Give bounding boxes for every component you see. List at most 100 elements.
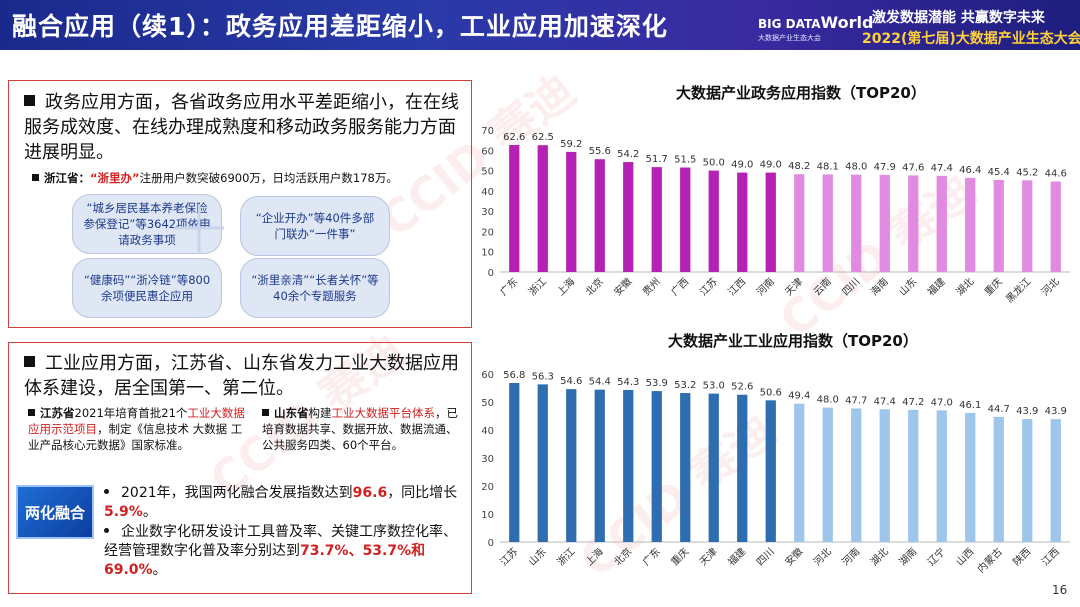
bar-value-label: 48.1	[817, 161, 839, 172]
bar-value-label: 53.2	[674, 380, 696, 391]
category-label: 重庆	[982, 275, 1005, 298]
y-tick-label: 60	[481, 370, 494, 381]
bar	[851, 408, 862, 542]
square-bullet-icon	[28, 409, 35, 416]
y-tick-label: 60	[481, 146, 494, 157]
y-tick-label: 30	[481, 207, 494, 218]
category-label: 湖北	[954, 276, 977, 299]
category-label: 上海	[554, 275, 577, 298]
category-label: 湖南	[896, 545, 919, 568]
jiangsu-highlight: 工业大数据应用示范项目	[28, 406, 245, 436]
b1-growth: 5.9%	[104, 504, 143, 520]
category-label: 黑龙江	[1003, 275, 1033, 305]
bar-value-label: 56.3	[532, 371, 554, 382]
shandong-text-b: ，已培育数据共享、数据开放、数据流通、公共服务四类、60个平台。	[262, 406, 458, 452]
category-label: 福建	[725, 545, 748, 568]
bar	[651, 167, 662, 272]
bar	[936, 175, 947, 272]
bar	[965, 177, 976, 272]
bar-value-label: 47.9	[874, 162, 896, 173]
bar	[822, 407, 833, 542]
bar-value-label: 45.4	[988, 167, 1010, 178]
category-label: 内蒙古	[974, 545, 1004, 575]
page-number: 16	[1052, 583, 1068, 597]
shandong-label: 山东省	[274, 406, 309, 420]
bar	[908, 175, 919, 272]
bar-value-label: 51.5	[674, 155, 696, 166]
bar-value-label: 49.0	[760, 160, 782, 171]
gov-application-panel	[8, 80, 472, 328]
bar	[765, 400, 776, 542]
category-label: 四川	[840, 276, 862, 298]
square-bullet-icon	[24, 356, 35, 367]
bar-value-label: 56.8	[503, 370, 525, 381]
bar-value-label: 54.6	[560, 376, 582, 387]
category-label: 辽宁	[925, 545, 948, 568]
bar-value-label: 46.4	[959, 165, 981, 176]
big-data-world-logo: BIG DATAWorld 大数据产业生态大会	[758, 9, 873, 43]
bar-value-label: 48.0	[817, 395, 839, 406]
bar-value-label: 46.1	[959, 400, 981, 411]
category-label: 河北	[811, 546, 834, 569]
y-tick-label: 40	[481, 426, 494, 437]
jiangsu-text-a: 2021年培育首批21个	[74, 406, 188, 420]
category-label: 浙江	[526, 276, 549, 299]
connector-decoration	[174, 204, 224, 252]
jiangsu-note: 江苏省2021年培育首批21个工业大数据应用示范项目，制定《信息技术 大数据 工…	[28, 405, 250, 453]
category-label: 山东	[896, 275, 919, 298]
b1-text-a: 2021年，我国两化融合发展指数达到	[121, 485, 353, 501]
category-label: 广东	[640, 545, 663, 568]
category-label: 福建	[925, 275, 948, 298]
bar-value-label: 49.4	[788, 391, 810, 402]
y-tick-label: 10	[481, 510, 494, 521]
bar	[993, 416, 1004, 542]
bar	[822, 174, 833, 272]
industry-chart-title: 大数据产业工业应用指数（TOP20）	[668, 332, 918, 350]
conference-name: 2022(第七届)大数据产业生态大会	[862, 31, 1080, 47]
bar	[851, 174, 862, 272]
bar	[936, 410, 947, 542]
bar-value-label: 50.6	[760, 387, 782, 398]
bar	[1022, 180, 1033, 272]
bar	[651, 391, 662, 542]
bar	[965, 412, 976, 542]
bar	[594, 389, 605, 542]
bar	[1022, 419, 1033, 542]
b2-text-a: 企业数字化研发设计工具普及率、关键工序数控化率、经营管理数字化普及率分别达到	[104, 524, 457, 559]
bar-value-label: 47.4	[874, 396, 896, 407]
category-label: 广西	[669, 276, 692, 299]
service-pill: “城乡居民基本养老保险参保登记”等3642项依申请政务事项	[72, 194, 222, 254]
shandong-highlight: 工业大数据平台体系	[331, 406, 436, 420]
b1-value: 96.6	[352, 485, 388, 501]
bar	[908, 409, 919, 542]
category-label: 广东	[497, 275, 520, 298]
bar-value-label: 54.2	[617, 149, 639, 160]
y-tick-label: 0	[488, 538, 494, 549]
bar-value-label: 47.7	[845, 395, 867, 406]
bar	[1050, 419, 1061, 542]
bar-value-label: 49.0	[731, 160, 753, 171]
y-tick-label: 40	[481, 187, 494, 198]
bar-value-label: 43.9	[1016, 406, 1038, 417]
industry-main-bullet: 工业应用方面，江苏省、山东省发力工业大数据应用体系建设，居全国第一、第二位。	[24, 351, 464, 401]
gov-main-text: 政务应用方面，各省政务应用水平差距缩小，在在线服务成效度、在线办理成熟度和移动政…	[24, 92, 459, 163]
category-label: 河北	[1039, 276, 1062, 299]
category-label: 山东	[526, 545, 549, 568]
bar	[794, 403, 805, 542]
bar-value-label: 44.6	[1045, 169, 1067, 180]
shandong-note: 山东省构建工业大数据平台体系，已培育数据共享、数据开放、数据流通、公共服务四类、…	[262, 405, 467, 453]
bar-value-label: 50.0	[703, 158, 725, 169]
bar-value-label: 48.2	[788, 161, 810, 172]
service-pill: “浙里亲清”“长者关怀”等40余个专题服务	[240, 258, 390, 318]
category-label: 浙江	[555, 546, 578, 569]
bar	[509, 145, 520, 272]
category-label: 河南	[839, 545, 862, 568]
bar	[765, 172, 776, 272]
bar	[537, 145, 548, 272]
gov-index-chart: 0 10 20 30 40 50 60 70 62.6 广东 62.5 浙江 59.2 上海 55.6 北京 5…	[481, 126, 1070, 305]
zhejiang-text: 注册用户数突破6900万，日均活跃用户数178万。	[139, 171, 398, 185]
bar-value-label: 44.7	[988, 404, 1010, 415]
category-label: 江苏	[697, 275, 720, 298]
category-label: 安徽	[611, 275, 634, 298]
category-label: 贵州	[640, 275, 663, 298]
